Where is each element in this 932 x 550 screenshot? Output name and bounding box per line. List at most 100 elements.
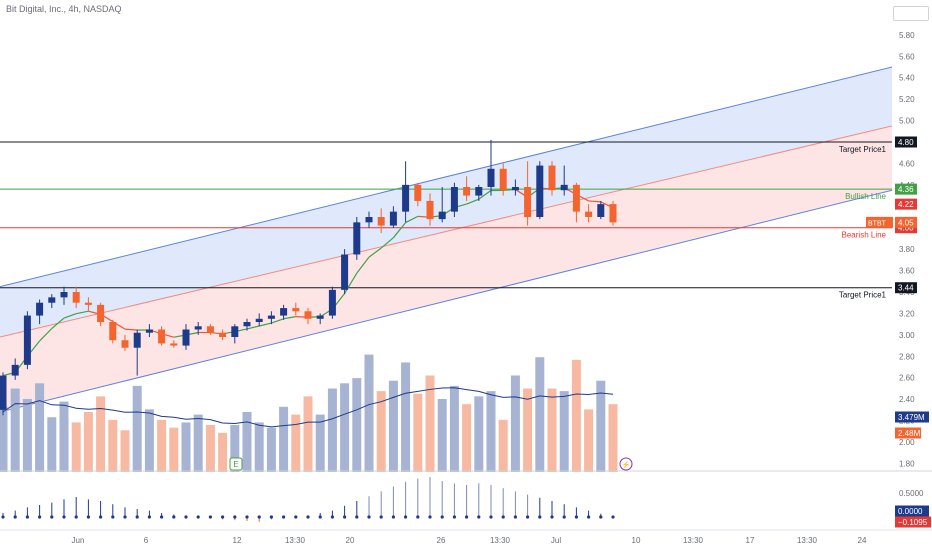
volume-bar <box>571 359 581 472</box>
price-tick-label: 3.80 <box>899 245 915 254</box>
volume-average-line <box>2 387 614 428</box>
tag-current-price-bg <box>895 216 917 228</box>
candle-body <box>11 364 19 376</box>
candle-body <box>511 187 519 191</box>
time-tick-label: 17 <box>746 536 755 545</box>
candle-body <box>182 329 190 346</box>
candle-body <box>328 289 336 316</box>
oscillator-dot <box>574 515 579 519</box>
candle-body <box>267 315 275 319</box>
volume-bar <box>413 393 423 472</box>
candle-body <box>524 187 532 217</box>
candle-body <box>133 332 141 348</box>
oscillator-dot <box>38 515 42 519</box>
price-tick-label: 1.80 <box>899 459 915 468</box>
candle-body <box>121 340 129 348</box>
moving-average-segment <box>76 310 89 315</box>
candle-body <box>585 211 593 217</box>
level-label-1: Bullish Line <box>845 192 886 201</box>
oscillator-dot <box>86 515 90 519</box>
time-tick-label: 20 <box>346 536 355 545</box>
candle-body <box>292 308 300 312</box>
candle-body <box>231 326 239 337</box>
volume-bar <box>388 380 398 472</box>
tag-target-upper: 4.80 <box>898 138 914 147</box>
volume-bar <box>327 388 337 472</box>
oscillator-dot <box>562 515 566 519</box>
volume-bar <box>510 375 520 472</box>
volume-bar <box>132 385 142 472</box>
candle-body <box>560 184 568 191</box>
volume-bar <box>242 412 252 472</box>
volume-bar <box>83 412 93 472</box>
oscillator-dot <box>99 515 103 519</box>
chart-title: Bit Digital, Inc., 4h, NASDAQ <box>6 4 122 14</box>
volume-bars <box>0 354 618 472</box>
oscillator-dot <box>587 515 591 519</box>
oscillator-dot <box>513 515 518 519</box>
volume-bar <box>22 398 32 472</box>
price-tick-label: 3.60 <box>899 267 915 276</box>
oscillator-dot <box>111 515 115 519</box>
tag-bearish: 4.00 <box>898 224 914 233</box>
tag-osc-negative-bg <box>895 516 931 528</box>
oscillator-dot <box>282 515 286 519</box>
oscillator-dot <box>269 515 273 519</box>
candle-body <box>280 308 288 316</box>
oscillator-dot <box>172 515 176 519</box>
volume-bar <box>35 383 45 472</box>
volume-bar <box>340 383 350 472</box>
volume-bar <box>352 378 362 472</box>
oscillator-dot <box>477 515 481 519</box>
candlesticks: E ⚡ <box>0 139 633 471</box>
price-tick-label: 2.00 <box>899 438 915 447</box>
oscillator-dot <box>416 515 420 519</box>
oscillator-dot <box>465 515 469 519</box>
candle-body <box>389 211 397 226</box>
candle-body <box>402 184 410 212</box>
oscillator-dot <box>367 515 371 519</box>
candle-body <box>499 168 507 191</box>
candle-body <box>609 204 617 223</box>
candle-body <box>536 165 544 217</box>
dividend-marker <box>619 457 633 471</box>
oscillator-dot <box>25 515 29 519</box>
candle-body <box>463 187 471 196</box>
time-tick-label: 6 <box>144 536 149 545</box>
candle-body <box>438 211 446 220</box>
time-tick-label: Jun <box>72 536 85 545</box>
oscillator-dot <box>184 515 188 519</box>
volume-bar <box>474 396 484 472</box>
moving-average-segment <box>283 316 296 320</box>
price-tick-label: 5.60 <box>899 52 915 61</box>
candle-body <box>475 187 483 196</box>
volume-bar <box>559 391 569 472</box>
oscillator-dot <box>135 515 139 519</box>
volume-bar <box>157 419 167 472</box>
candle-body <box>60 292 68 298</box>
volume-bar <box>608 404 618 472</box>
candle-body <box>487 168 495 187</box>
volume-bar <box>401 362 411 472</box>
tag-osc-value: 0.0000 <box>898 507 923 516</box>
oscillator-dot <box>318 515 322 519</box>
oscillator-dot <box>489 515 493 519</box>
time-tick-label: 10 <box>632 536 641 545</box>
price-tick-label: 4.60 <box>899 159 915 168</box>
moving-average-segment <box>124 328 138 331</box>
price-tick-label: 5.40 <box>899 74 915 83</box>
price-tick-label: 2.60 <box>899 374 915 383</box>
candle-body <box>572 184 580 212</box>
time-tick-label: 24 <box>858 536 867 545</box>
candle-body <box>219 332 227 337</box>
candle-body <box>194 326 202 330</box>
symbol-search-box[interactable] <box>893 6 929 21</box>
candle-body <box>255 318 263 322</box>
tag-bullish-bg <box>895 183 917 195</box>
oscillator-dot <box>599 515 603 519</box>
horizontal-levels: Target Price1 Bullish Line Bearish Line Tar… <box>0 141 892 300</box>
moving-average-segment <box>368 247 382 258</box>
volume-bar <box>535 357 545 472</box>
volume-bar <box>218 432 228 472</box>
